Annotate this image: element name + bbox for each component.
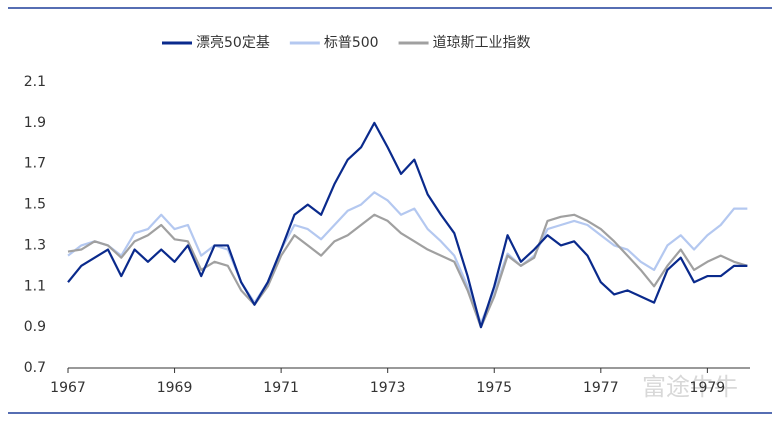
x-tick-label: 1967	[50, 380, 86, 396]
x-tick-label: 1977	[583, 380, 619, 396]
y-tick-label: 2.1	[24, 74, 46, 90]
y-tick-label: 0.7	[24, 360, 46, 376]
y-tick-label: 1.5	[24, 197, 46, 213]
legend-label: 道琼斯工业指数	[433, 35, 531, 51]
legend-label: 标普500	[324, 35, 379, 51]
x-tick-label: 1973	[370, 380, 406, 396]
series-line	[67, 213, 748, 329]
x-tick-label: 1975	[476, 380, 512, 396]
legend-label: 漂亮50定基	[196, 34, 270, 51]
y-tick-label: 1.3	[24, 237, 46, 253]
series-line	[67, 121, 748, 329]
watermark: 富途牛牛	[642, 373, 738, 401]
x-tick-label: 1971	[263, 380, 299, 396]
y-tick-label: 1.7	[24, 156, 46, 172]
y-tick-label: 1.1	[24, 278, 46, 294]
x-tick-label: 1969	[157, 380, 193, 396]
x-tick-label: 1979	[690, 380, 726, 396]
y-tick-label: 1.9	[24, 115, 46, 131]
series-line	[67, 191, 748, 325]
y-tick-label: 0.9	[24, 319, 46, 335]
